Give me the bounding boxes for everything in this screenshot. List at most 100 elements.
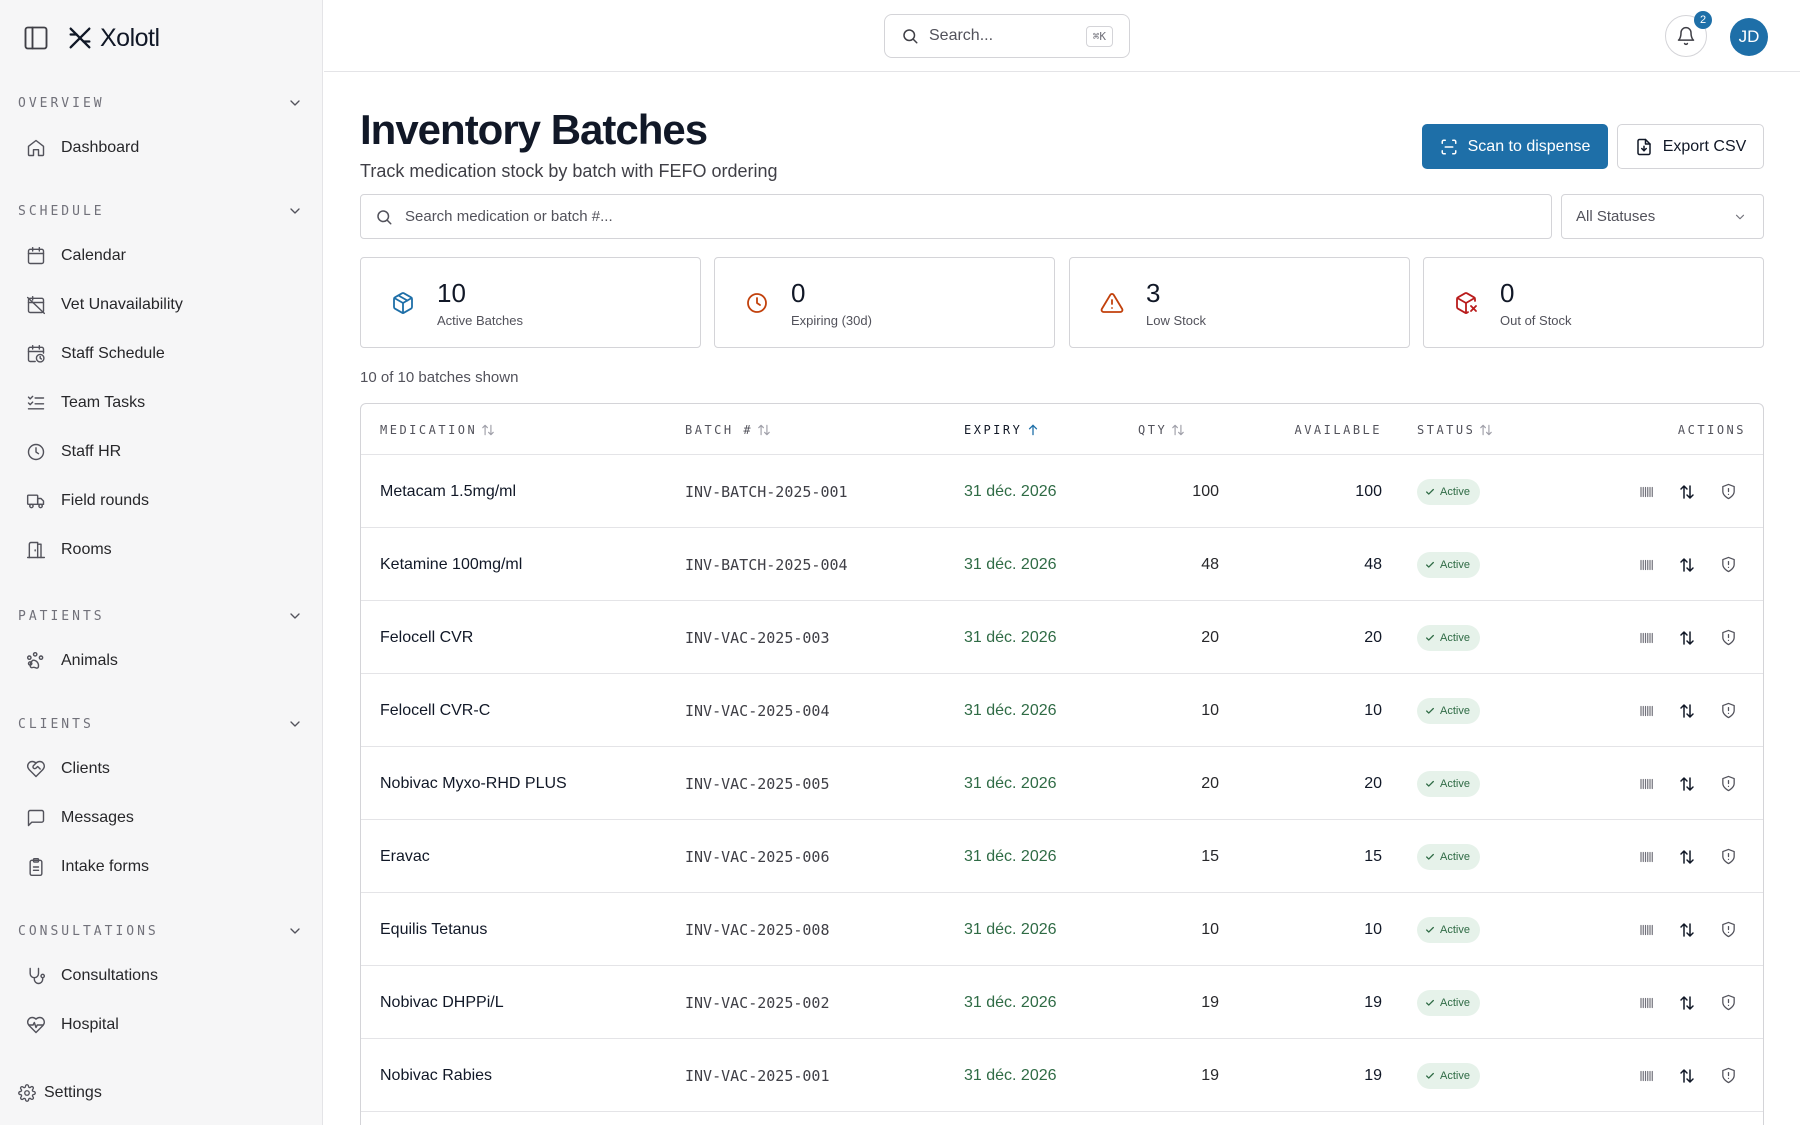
adjust-stock-button[interactable] [1676, 601, 1698, 674]
column-header-qty[interactable]: QTY [1138, 404, 1185, 455]
chevron-down-icon [287, 923, 303, 939]
quarantine-button[interactable] [1717, 893, 1739, 966]
table-row[interactable]: Nobivac Rabies INV-VAC-2025-001 31 déc. 20… [361, 1039, 1763, 1112]
sidebar-item-vet-unavailability[interactable]: Vet Unavailability [0, 280, 323, 329]
sidebar-item-label: Dashboard [61, 138, 140, 156]
qty-cell: 19 [1201, 993, 1219, 1011]
section-header-overview[interactable]: OVERVIEW [0, 90, 323, 116]
status-filter-select[interactable]: All Statuses [1561, 194, 1764, 239]
column-header-medication[interactable]: MEDICATION [380, 404, 495, 455]
barcode-button[interactable] [1636, 893, 1658, 966]
quarantine-button[interactable] [1717, 455, 1739, 528]
global-search-input[interactable]: Search... ⌘K [884, 14, 1130, 58]
section-header-consultations[interactable]: CONSULTATIONS [0, 918, 323, 944]
column-header-status[interactable]: STATUS [1417, 404, 1493, 455]
qty-cell: 20 [1201, 628, 1219, 646]
medication-cell: Equilis Tetanus [380, 920, 488, 938]
status-badge: Active [1417, 551, 1480, 578]
quarantine-button[interactable] [1717, 1039, 1739, 1112]
batch-cell: INV-VAC-2025-006 [685, 847, 830, 866]
adjust-stock-button[interactable] [1676, 820, 1698, 893]
table-row[interactable]: Nobivac DHPPi/L INV-VAC-2025-002 31 déc. 2… [361, 966, 1763, 1039]
sidebar-item-animals[interactable]: Animals [0, 636, 323, 685]
status-badge: Active [1417, 1062, 1480, 1089]
barcode-button[interactable] [1636, 820, 1658, 893]
shield-alert-icon [1720, 1067, 1737, 1084]
column-header-expiry[interactable]: EXPIRY [964, 404, 1040, 455]
sidebar-item-team-tasks[interactable]: Team Tasks [0, 378, 323, 427]
adjust-stock-button[interactable] [1676, 674, 1698, 747]
status-cell: Active [1417, 820, 1480, 893]
section-title: SCHEDULE [18, 203, 105, 219]
table-row[interactable]: Felocell CVR-C INV-VAC-2025-004 31 déc. 20… [361, 674, 1763, 747]
quarantine-button[interactable] [1717, 674, 1739, 747]
barcode-button[interactable] [1636, 455, 1658, 528]
arrows-up-down-icon [1678, 921, 1696, 939]
sidebar-item-label: Calendar [61, 246, 126, 264]
stat-label: Active Batches [437, 312, 523, 328]
adjust-stock-button[interactable] [1676, 528, 1698, 601]
barcode-button[interactable] [1636, 966, 1658, 1039]
adjust-stock-button[interactable] [1676, 455, 1698, 528]
batch-search-field[interactable] [360, 194, 1552, 239]
sidebar-item-dashboard[interactable]: Dashboard [0, 123, 323, 172]
column-label: EXPIRY [964, 422, 1023, 437]
sidebar-item-calendar[interactable]: Calendar [0, 231, 323, 280]
sidebar-item-staff-hr[interactable]: Staff HR [0, 427, 323, 476]
sidebar-item-consultations[interactable]: Consultations [0, 951, 323, 1000]
sidebar-item-messages[interactable]: Messages [0, 793, 323, 842]
status-cell: Active [1417, 893, 1480, 966]
table-row[interactable]: Eravac INV-VAC-2025-006 31 déc. 2026 15 15 Ac… [361, 820, 1763, 893]
adjust-stock-button[interactable] [1676, 893, 1698, 966]
sidebar-item-intake-forms[interactable]: Intake forms [0, 842, 323, 891]
notifications-button[interactable] [1665, 15, 1707, 57]
sidebar-item-clients[interactable]: Clients [0, 744, 323, 793]
heart-pulse-icon [26, 1015, 46, 1035]
status-label: Active [1440, 777, 1470, 790]
barcode-button[interactable] [1636, 747, 1658, 820]
table-row[interactable]: Equilis Tetanus INV-VAC-2025-008 31 déc. 2… [361, 893, 1763, 966]
chevron-down-icon [287, 203, 303, 219]
chevron-down-icon [1733, 210, 1747, 224]
table-row[interactable]: Ketamine 100mg/ml INV-BATCH-2025-004 31 dé… [361, 528, 1763, 601]
adjust-stock-button[interactable] [1676, 1039, 1698, 1112]
scan-to-dispense-button[interactable]: Scan to dispense [1422, 124, 1608, 169]
quarantine-button[interactable] [1717, 601, 1739, 674]
barcode-button[interactable] [1636, 528, 1658, 601]
section-header-patients[interactable]: PATIENTS [0, 603, 323, 629]
barcode-icon [1638, 556, 1656, 574]
export-csv-button[interactable]: Export CSV [1617, 124, 1764, 169]
quarantine-button[interactable] [1717, 820, 1739, 893]
sidebar-item-staff-schedule[interactable]: Staff Schedule [0, 329, 323, 378]
scan-button-label: Scan to dispense [1467, 137, 1591, 155]
alert-triangle-icon [1100, 291, 1124, 315]
user-avatar[interactable]: JD [1730, 18, 1768, 56]
table-row[interactable]: Metacam 1.5mg/ml INV-BATCH-2025-001 31 déc… [361, 455, 1763, 528]
expiry-cell: 31 déc. 2026 [964, 920, 1057, 938]
table-row[interactable]: Nobivac Myxo-RHD PLUS INV-VAC-2025-005 31 … [361, 747, 1763, 820]
column-label: BATCH # [685, 422, 754, 437]
sidebar-item-field-rounds[interactable]: Field rounds [0, 476, 323, 525]
shield-alert-icon [1720, 483, 1737, 500]
sidebar-item-hospital[interactable]: Hospital [0, 1000, 323, 1049]
table-row[interactable]: Felocell CVR INV-VAC-2025-003 31 déc. 2026… [361, 601, 1763, 674]
status-label: Active [1440, 631, 1470, 644]
quarantine-button[interactable] [1717, 966, 1739, 1039]
batch-search-input[interactable] [405, 208, 1537, 225]
section-header-clients[interactable]: CLIENTS [0, 711, 323, 737]
batch-cell: INV-VAC-2025-002 [685, 993, 830, 1012]
adjust-stock-button[interactable] [1676, 747, 1698, 820]
quarantine-button[interactable] [1717, 528, 1739, 601]
barcode-button[interactable] [1636, 601, 1658, 674]
column-header-batch[interactable]: BATCH # [685, 404, 771, 455]
section-overview: OVERVIEW Dashboard [0, 90, 323, 172]
adjust-stock-button[interactable] [1676, 966, 1698, 1039]
sidebar-item-rooms[interactable]: Rooms [0, 525, 323, 574]
sidebar-item-settings[interactable]: Settings [18, 1080, 102, 1106]
check-icon [1425, 925, 1440, 935]
sidebar-toggle-icon[interactable] [22, 24, 50, 52]
quarantine-button[interactable] [1717, 747, 1739, 820]
barcode-button[interactable] [1636, 674, 1658, 747]
barcode-button[interactable] [1636, 1039, 1658, 1112]
section-header-schedule[interactable]: SCHEDULE [0, 198, 323, 224]
